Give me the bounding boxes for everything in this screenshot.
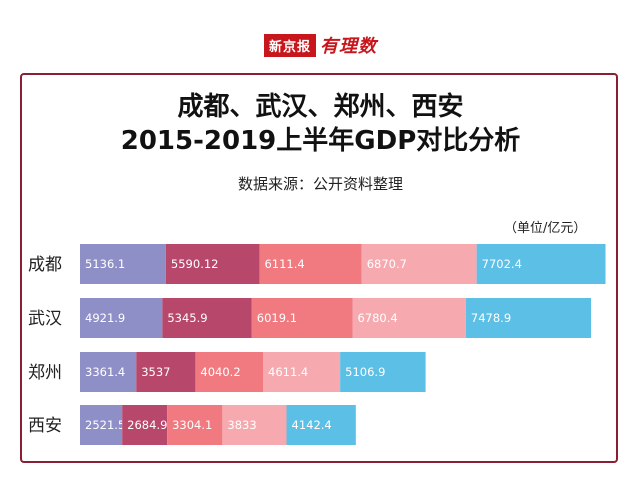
bar-segment <box>259 244 362 284</box>
bar-segment <box>80 405 123 445</box>
bar-segment <box>476 244 606 284</box>
data-label: 5590.12 <box>171 257 219 271</box>
bar-segment <box>286 405 356 445</box>
unit-label: （单位/亿元） <box>504 221 587 236</box>
bar-segment <box>465 298 592 338</box>
category-label: 成都 <box>28 255 62 275</box>
data-label: 2684.9 <box>127 418 167 432</box>
data-label: 4040.2 <box>200 365 240 379</box>
data-label: 4611.4 <box>268 365 308 379</box>
bar-segment <box>162 298 252 338</box>
bar-segment <box>263 352 341 392</box>
bar-segment <box>352 298 466 338</box>
brand-header: 新京报 有理数 <box>0 32 641 58</box>
data-label: 6111.4 <box>264 257 304 271</box>
bar-segment <box>222 405 287 445</box>
chart-title-line2: 2015-2019上半年GDP对比分析 <box>120 126 521 156</box>
data-label: 3537 <box>141 365 170 379</box>
data-label: 2521.5 <box>85 418 125 432</box>
data-label: 4921.9 <box>85 311 125 325</box>
bar-segment <box>80 352 137 392</box>
data-label: 6780.4 <box>357 311 397 325</box>
category-label: 西安 <box>28 416 62 436</box>
brand-logo: 新京报 <box>263 33 316 57</box>
bar-segment <box>251 298 353 338</box>
bar-segment <box>167 405 223 445</box>
category-label: 郑州 <box>28 363 62 383</box>
bar-segment <box>122 405 168 445</box>
data-label: 5136.1 <box>85 257 125 271</box>
data-label: 6870.7 <box>367 257 407 271</box>
data-label: 7478.9 <box>471 311 511 325</box>
bar-segment <box>80 244 166 284</box>
bar-segment <box>361 244 477 284</box>
data-label: 4142.4 <box>292 418 332 432</box>
bar-segment <box>340 352 426 392</box>
data-label: 5345.9 <box>167 311 207 325</box>
data-label: 7702.4 <box>482 257 522 271</box>
bar-segment <box>165 244 260 284</box>
data-source: 数据来源：公开资料整理 <box>237 175 403 193</box>
category-label: 武汉 <box>28 309 62 329</box>
chart-title-line1: 成都、武汉、郑州、西安 <box>177 92 464 122</box>
data-label: 6019.1 <box>257 311 297 325</box>
bar-segment <box>136 352 196 392</box>
bar-segment <box>80 298 163 338</box>
data-label: 3304.1 <box>172 418 212 432</box>
data-label: 3361.4 <box>85 365 125 379</box>
bar-segment <box>195 352 264 392</box>
data-label: 3833 <box>227 418 256 432</box>
data-label: 5106.9 <box>345 365 385 379</box>
column-logo: 有理数 <box>320 36 377 57</box>
